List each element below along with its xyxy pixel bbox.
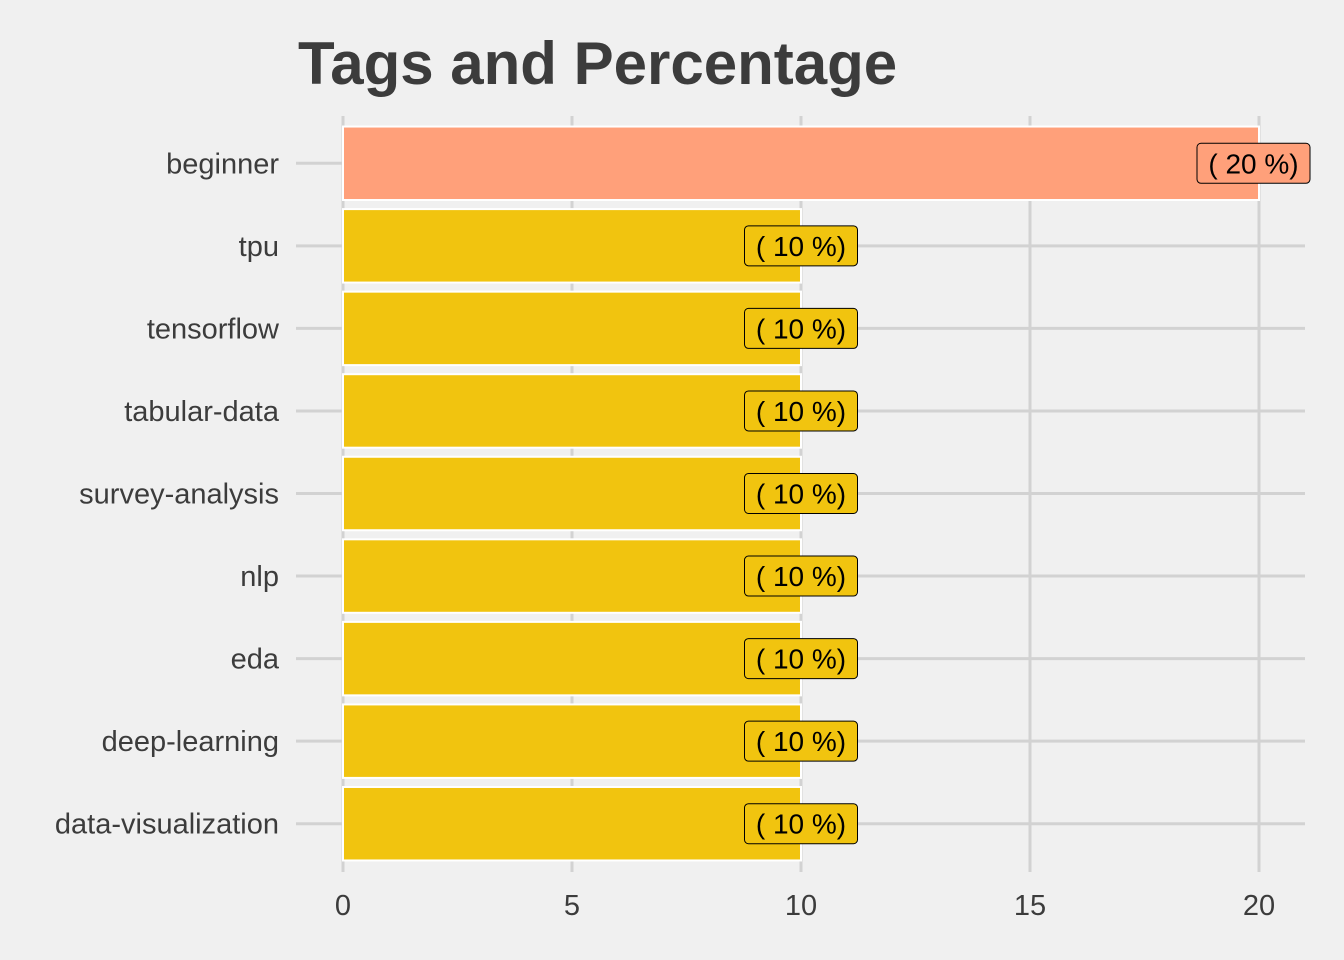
category-label-tabular-data: tabular-data: [124, 396, 280, 428]
category-label-deep-learning: deep-learning: [102, 726, 279, 758]
data-label-tensorflow: ( 10 %): [756, 313, 846, 344]
category-labels: beginner tpu tensorflow tabular-data survey-…: [55, 148, 280, 840]
category-label-tpu: tpu: [239, 231, 279, 263]
data-label-box-nlp: [744, 555, 858, 597]
bar-survey-analysis: [342, 455, 802, 532]
chart-title: Tags and Percentage: [298, 30, 897, 97]
bar-tpu: [342, 208, 802, 284]
data-label-nlp: ( 10 %): [756, 561, 846, 592]
x-tick-label-2: 10: [785, 890, 817, 922]
bar-deep-learning: [342, 703, 802, 779]
data-label-box-beginner: [1196, 142, 1311, 184]
data-label-eda: ( 10 %): [756, 644, 846, 675]
data-label-deep-learning: ( 10 %): [756, 726, 846, 757]
category-label-tensorflow: tensorflow: [147, 313, 280, 345]
data-label-box-deep-learning: [744, 720, 858, 762]
category-label-survey-analysis: survey-analysis: [79, 479, 279, 511]
data-label-data-visualization: ( 10 %): [756, 809, 846, 840]
data-label-box-data-visualization: [744, 803, 858, 845]
x-axis-tick-labels: 0 5 10 15 20: [335, 890, 1275, 922]
data-label-box-survey-analysis: [744, 473, 858, 514]
bar-tabular-data: [342, 373, 802, 449]
data-label-box-tensorflow: [744, 307, 858, 349]
bars: [342, 125, 1260, 862]
x-tick-label-0: 0: [335, 890, 351, 922]
data-label-tabular-data: ( 10 %): [756, 396, 846, 427]
category-label-data-visualization: data-visualization: [55, 809, 279, 841]
x-tick-label-4: 20: [1243, 890, 1275, 922]
bar-tensorflow: [342, 290, 802, 367]
x-tick-label-3: 15: [1014, 890, 1046, 922]
bar-data-visualization: [342, 785, 802, 862]
data-labels: ( 20 %) ( 10 %) ( 10 %) ( 10 %) ( 10 %) ( 10 …: [744, 142, 1311, 845]
bar-beginner: [342, 125, 1260, 202]
data-label-box-tpu: [744, 225, 858, 267]
x-tick-label-1: 5: [564, 890, 580, 922]
category-label-eda: eda: [231, 644, 280, 676]
data-label-box-eda: [744, 638, 858, 680]
data-label-beginner: ( 20 %): [1208, 148, 1298, 179]
data-label-box-tabular-data: [744, 390, 858, 432]
category-label-nlp: nlp: [240, 561, 279, 593]
bar-eda: [342, 620, 802, 697]
data-label-survey-analysis: ( 10 %): [756, 479, 846, 510]
bar-nlp: [342, 538, 802, 614]
category-label-beginner: beginner: [166, 148, 279, 180]
data-label-tpu: ( 10 %): [756, 231, 846, 262]
